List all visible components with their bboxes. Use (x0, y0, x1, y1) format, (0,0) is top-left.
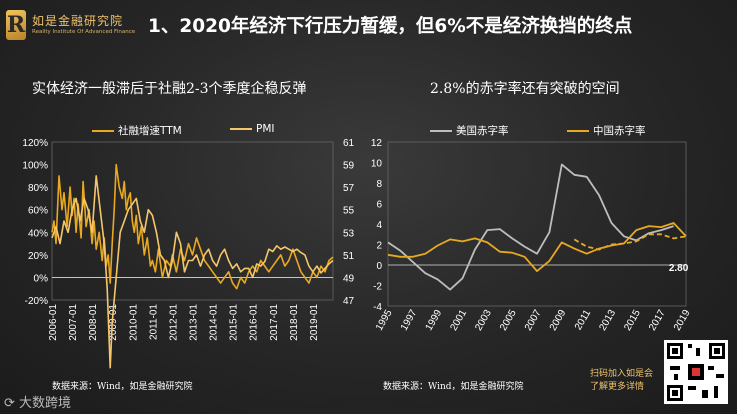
chart2-legend-1: 美国赤字率 (430, 123, 509, 138)
chart1-x-tick: 2012-01 (168, 304, 179, 341)
chart1-x-tick: 2014-01 (209, 304, 220, 341)
chart2-legend-2: 中国赤字率 (567, 123, 646, 138)
brand-name: 如是金融研究院 (32, 14, 124, 28)
legend-swatch (567, 129, 589, 132)
legend-swatch (430, 129, 452, 132)
chart1-y-right-tick: 55 (343, 206, 355, 217)
chart2-x-tick: 2009 (548, 308, 569, 333)
qr-code[interactable] (664, 340, 728, 404)
chart1-x-tick: 2007-01 (68, 304, 79, 341)
chart1-legend-1: 社融增速TTM (92, 123, 182, 138)
chart2-series-cn-budget (573, 233, 687, 251)
qr-caption: 扫码加入如是会 了解更多详情 (590, 368, 653, 394)
brand-subtitle: Reality Institute Of Advanced Finance (32, 29, 136, 35)
chart2-y-tick: -2 (373, 282, 382, 293)
chart1-legend-2: PMI (230, 123, 275, 135)
chart2-series-us-deficit (387, 163, 674, 291)
chart1-x-tick: 2008-01 (88, 304, 99, 341)
qr-caption-line: 扫码加入如是会 (590, 369, 654, 379)
chart1-y-right-tick: 53 (343, 228, 355, 239)
chart1-series-pmi (51, 175, 334, 369)
chart1-y-right-tick: 49 (343, 273, 355, 284)
chart1-y-left-tick: 20% (28, 251, 48, 262)
qr-pattern (667, 343, 725, 401)
watermark-text: 大数跨境 (19, 396, 72, 411)
brand-mark: R (6, 10, 26, 40)
chart2-x-tick: 1997 (399, 308, 420, 333)
chart2-title: 2.8%的赤字率还有突破的空间 (430, 81, 620, 97)
chart1-y-left-tick: 0% (34, 273, 49, 284)
chart1-title: 实体经济一般滞后于社融2-3个季度企稳反弹 (32, 81, 307, 97)
chart2-x-tick: 2005 (498, 308, 519, 333)
chart1-x-tick: 2009-01 (108, 304, 119, 341)
chart1-y-left-tick: -20% (25, 296, 48, 307)
page-title: 1、2020年经济下行压力暂缓，但6%不是经济换挡的终点 (148, 12, 632, 38)
chart2-y-tick: 8 (376, 179, 382, 190)
chart2-annotation-label: 2.80 (669, 263, 689, 274)
chart1-y-right-tick: 61 (343, 138, 355, 149)
chart2-y-tick: -4 (373, 302, 382, 313)
chart2-y-tick: 2 (376, 241, 382, 252)
chart1-y-right-tick: 57 (343, 183, 355, 194)
legend-label: 社融增速TTM (118, 125, 182, 137)
chart2-source: 数据来源：Wind，如是金融研究院 (383, 382, 524, 392)
chart2-frame (387, 141, 687, 307)
chart2-x-tick: 2003 (473, 308, 494, 333)
chart2-series-cn-deficit (387, 222, 687, 273)
chart2-x-tick: 2013 (597, 308, 618, 333)
chart2-x-tick: 2001 (448, 308, 469, 333)
legend-label: 美国赤字率 (456, 125, 509, 137)
chart1-y-right-tick: 59 (343, 161, 355, 172)
chart1-x-tick: 2016-01 (249, 304, 260, 341)
chart1-x-tick: 2015-01 (229, 304, 240, 341)
title-prefix: 1、2020年经济下行压力暂缓，但 (148, 16, 435, 37)
title-highlight: 6% (434, 16, 466, 37)
chart1-y-left-tick: 60% (28, 206, 48, 217)
chart1-series-social-financing (51, 163, 334, 290)
chart1-y-left-tick: 100% (22, 161, 48, 172)
chart1-x-tick: 2017-01 (269, 304, 280, 341)
chart1-y-left-tick: 120% (22, 138, 48, 149)
chart2-y-tick: 12 (371, 138, 383, 149)
legend-swatch (92, 129, 114, 132)
chart1-x-tick: 2006-01 (48, 304, 59, 341)
brand-logo: R 如是金融研究院 Reality Institute Of Advanced … (6, 10, 135, 46)
chart2-x-tick: 2017 (647, 308, 668, 333)
watermark: ⟳ 大数跨境 (4, 396, 72, 411)
chart2-y-tick: 6 (376, 200, 382, 211)
chart2-x-tick: 1999 (424, 308, 445, 333)
chart1-frame (51, 141, 334, 301)
chart1-x-tick: 2013-01 (189, 304, 200, 341)
chart1-x-tick: 2018-01 (289, 304, 300, 341)
chart2-y-tick: 0 (376, 261, 382, 272)
chart2-x-tick: 2019 (672, 308, 693, 333)
chart1-source: 数据来源：Wind，如是金融研究院 (52, 382, 193, 392)
chart1-y-right-tick: 51 (343, 251, 355, 262)
chart1-x-tick: 2010-01 (128, 304, 139, 341)
title-suffix: 不是经济换挡的终点 (465, 16, 633, 37)
legend-swatch (230, 128, 252, 130)
chart2-y-tick: 10 (371, 159, 383, 170)
chart1-x-tick: 2011-01 (148, 304, 159, 340)
chart2-x-tick: 2015 (622, 308, 643, 333)
qr-caption-line: 了解更多详情 (590, 382, 645, 392)
legend-label: PMI (256, 123, 275, 135)
legend-label: 中国赤字率 (593, 125, 646, 137)
chart1-y-left-tick: 40% (28, 228, 48, 239)
chart1-y-left-tick: 80% (28, 183, 48, 194)
chart1-x-tick: 2019-01 (309, 304, 320, 341)
chart2-y-tick: 4 (376, 220, 382, 231)
chart2-x-tick: 2011 (573, 308, 593, 333)
chart2-x-tick: 2007 (523, 308, 544, 333)
chart1-y-right-tick: 47 (343, 296, 355, 307)
